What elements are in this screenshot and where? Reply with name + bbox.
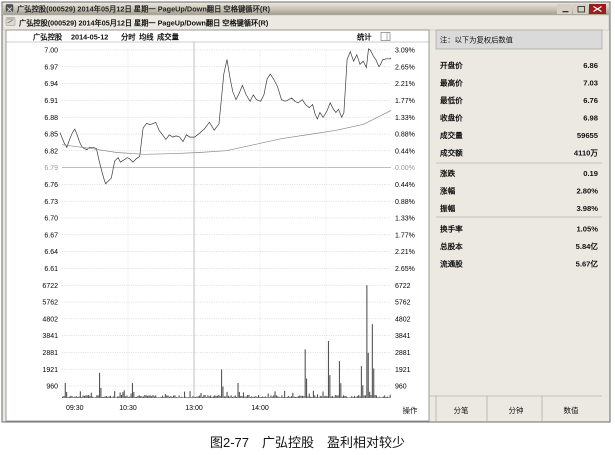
svg-text:开盘价: 开盘价 bbox=[440, 60, 463, 70]
svg-text:3.09%: 3.09% bbox=[395, 48, 415, 55]
svg-text:2881: 2881 bbox=[395, 350, 411, 357]
svg-text:7.00: 7.00 bbox=[44, 48, 58, 55]
svg-text:最高价: 最高价 bbox=[440, 78, 463, 88]
svg-text:操作: 操作 bbox=[403, 405, 418, 415]
svg-text:分笔: 分笔 bbox=[454, 405, 469, 415]
svg-text:14:00: 14:00 bbox=[251, 405, 269, 412]
svg-text:6.97: 6.97 bbox=[44, 64, 58, 71]
svg-text:1921: 1921 bbox=[42, 367, 58, 374]
svg-text:统计: 统计 bbox=[357, 33, 372, 42]
svg-text:3841: 3841 bbox=[42, 333, 58, 340]
svg-text:5.67亿: 5.67亿 bbox=[576, 259, 599, 269]
svg-text:6.73: 6.73 bbox=[44, 199, 58, 206]
svg-text:2014-05-12: 2014-05-12 bbox=[71, 33, 108, 42]
svg-text:59655: 59655 bbox=[577, 131, 599, 140]
svg-text:10:30: 10:30 bbox=[119, 405, 137, 412]
svg-text:收盘价: 收盘价 bbox=[440, 113, 463, 123]
svg-text:6.88: 6.88 bbox=[44, 115, 58, 122]
svg-text:2.21%: 2.21% bbox=[395, 81, 415, 88]
svg-text:6.79: 6.79 bbox=[44, 165, 58, 172]
svg-text:4802: 4802 bbox=[42, 316, 58, 323]
svg-text:1.77%: 1.77% bbox=[395, 232, 415, 239]
svg-text:4802: 4802 bbox=[395, 316, 411, 323]
svg-text:0.19: 0.19 bbox=[583, 169, 598, 178]
svg-text:涨幅: 涨幅 bbox=[440, 186, 456, 196]
svg-text:1.77%: 1.77% bbox=[395, 98, 415, 105]
svg-text:1.33%: 1.33% bbox=[395, 115, 415, 122]
svg-text:6.64: 6.64 bbox=[44, 249, 58, 256]
svg-text:6.61: 6.61 bbox=[44, 266, 58, 273]
svg-text:6.67: 6.67 bbox=[44, 232, 58, 239]
svg-text:1921: 1921 bbox=[395, 367, 411, 374]
svg-text:1.33%: 1.33% bbox=[395, 216, 415, 223]
svg-text:总股本: 总股本 bbox=[440, 241, 463, 251]
svg-text:均线: 均线 bbox=[139, 33, 154, 42]
svg-text:成交量: 成交量 bbox=[440, 130, 463, 140]
svg-text:2.80%: 2.80% bbox=[576, 187, 598, 196]
svg-text:6.94: 6.94 bbox=[44, 81, 58, 88]
svg-text:960: 960 bbox=[46, 384, 58, 391]
svg-text:5762: 5762 bbox=[395, 300, 411, 307]
svg-text:6.91: 6.91 bbox=[44, 98, 58, 105]
svg-text:振幅: 振幅 bbox=[440, 203, 456, 213]
svg-text:成交额: 成交额 bbox=[440, 148, 463, 158]
svg-text:6.76: 6.76 bbox=[583, 96, 598, 105]
svg-text:成交量: 成交量 bbox=[157, 33, 180, 42]
svg-text:3841: 3841 bbox=[395, 333, 411, 340]
svg-text:2881: 2881 bbox=[42, 350, 58, 357]
svg-text:6.86: 6.86 bbox=[583, 61, 598, 70]
svg-text:13:00: 13:00 bbox=[185, 405, 203, 412]
svg-text:5.84亿: 5.84亿 bbox=[576, 241, 599, 251]
svg-text:6.76: 6.76 bbox=[44, 182, 58, 189]
svg-text:注：以下为复权后数值: 注：以下为复权后数值 bbox=[440, 36, 513, 45]
svg-text:1.05%: 1.05% bbox=[576, 225, 598, 234]
svg-text:2.65%: 2.65% bbox=[395, 64, 415, 71]
svg-text:分钟: 分钟 bbox=[509, 405, 524, 415]
svg-text:广弘控股: 广弘控股 bbox=[33, 33, 63, 42]
svg-text:0.88%: 0.88% bbox=[395, 132, 415, 139]
svg-text:6722: 6722 bbox=[42, 283, 58, 290]
svg-text:6.85: 6.85 bbox=[44, 132, 58, 139]
svg-text:3.98%: 3.98% bbox=[576, 204, 598, 213]
svg-text:2.65%: 2.65% bbox=[395, 266, 415, 273]
svg-text:4110万: 4110万 bbox=[574, 149, 598, 158]
svg-text:0.44%: 0.44% bbox=[395, 182, 415, 189]
svg-text:涨跌: 涨跌 bbox=[440, 168, 456, 178]
svg-text:6.70: 6.70 bbox=[44, 216, 58, 223]
svg-text:5762: 5762 bbox=[42, 300, 58, 307]
svg-text:广弘控股(000529) 2014年05月12日 星期一: 广弘控股(000529) 2014年05月12日 星期一 PageUp/Down… bbox=[17, 5, 271, 14]
svg-text:换手率: 换手率 bbox=[440, 224, 463, 234]
svg-text:分时: 分时 bbox=[121, 33, 136, 42]
svg-text:6.82: 6.82 bbox=[44, 148, 58, 155]
svg-text:960: 960 bbox=[395, 384, 407, 391]
svg-text:09:30: 09:30 bbox=[66, 405, 84, 412]
svg-text:6722: 6722 bbox=[395, 283, 411, 290]
svg-text:0.44%: 0.44% bbox=[395, 148, 415, 155]
svg-text:0.88%: 0.88% bbox=[395, 199, 415, 206]
svg-text:广弘控股(000529) 2014年05月12日 星期一: 广弘控股(000529) 2014年05月12日 星期一 PageUp/Down… bbox=[19, 19, 269, 28]
svg-text:数值: 数值 bbox=[564, 405, 579, 415]
svg-text:7.03: 7.03 bbox=[583, 79, 598, 88]
svg-text:流通股: 流通股 bbox=[440, 259, 463, 269]
svg-text:最低价: 最低价 bbox=[440, 95, 463, 105]
svg-text:2.21%: 2.21% bbox=[395, 249, 415, 256]
svg-text:0.00%: 0.00% bbox=[395, 165, 415, 172]
svg-text:6.98: 6.98 bbox=[583, 114, 598, 123]
